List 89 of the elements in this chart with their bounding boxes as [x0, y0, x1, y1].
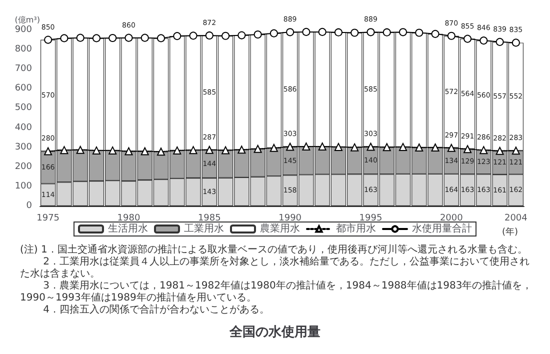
- point: [350, 143, 359, 152]
- point: [157, 34, 165, 42]
- y-tick-label: 400: [14, 122, 32, 133]
- point: [334, 142, 342, 151]
- point: [60, 146, 68, 154]
- point: [270, 29, 278, 38]
- y-tick-label: 300: [14, 142, 32, 152]
- point: [318, 28, 326, 36]
- x-axis-title: (年): [502, 226, 518, 238]
- point: [76, 146, 84, 154]
- point: [431, 144, 440, 152]
- legend-label: 農業用水: [260, 222, 300, 234]
- point: [222, 32, 230, 40]
- x-tick-label: 2004: [504, 214, 528, 224]
- point: [447, 32, 456, 40]
- point: [124, 147, 133, 156]
- y-tick-label: 600: [14, 84, 32, 94]
- text: (注) 1．国土交通省水資源部の推計による取水量ベースの値であり，使用後再び河川等へ還元される水量も含む。: [20, 244, 528, 256]
- y-tick-label: 700: [14, 64, 32, 74]
- y-tick-label: 0: [26, 201, 32, 211]
- point: [76, 34, 84, 42]
- point: [286, 142, 294, 151]
- x-tick-label: 2000: [440, 214, 464, 224]
- y-tick-label: 900: [14, 25, 32, 35]
- point: [189, 32, 198, 40]
- point: [157, 148, 165, 156]
- point: [302, 28, 310, 36]
- point: [480, 146, 488, 154]
- point: [286, 28, 294, 36]
- point: [334, 28, 342, 36]
- text: 4．四捨五入の関係で合計が合わないことがある。: [20, 304, 270, 316]
- point: [44, 147, 52, 156]
- point: [238, 31, 246, 40]
- point: [512, 38, 520, 47]
- point: [140, 147, 149, 156]
- y-tick-label: 800: [14, 44, 32, 55]
- y-tick-label: 500: [14, 103, 32, 114]
- y-tick-label: 200: [14, 162, 32, 172]
- point: [318, 142, 326, 151]
- legend-label: 生活用水: [108, 222, 148, 234]
- point: [366, 142, 375, 151]
- point: [496, 38, 504, 46]
- point: [205, 31, 214, 40]
- text: 2．工業用水は従業員４人以上の事業所を対象とし，淡水補給量である。ただし，公益事業において使用された水は含まない。: [20, 256, 530, 280]
- x-tick-label: 1980: [117, 214, 140, 224]
- point: [124, 34, 133, 42]
- point: [238, 146, 246, 154]
- point: [222, 146, 230, 154]
- point: [496, 146, 504, 155]
- point: [44, 36, 52, 44]
- point: [270, 144, 278, 152]
- y-axis-title: (億m³): [14, 16, 40, 24]
- legend-label: 工業用水: [184, 222, 224, 234]
- point: [140, 34, 149, 42]
- point: [399, 28, 407, 36]
- legend-label: 都市用水: [336, 222, 376, 234]
- point: [108, 146, 117, 154]
- point: [302, 142, 310, 151]
- x-tick-label: 1985: [198, 214, 221, 224]
- point: [447, 144, 456, 152]
- point: [92, 34, 100, 42]
- point: [254, 30, 262, 38]
- point: [415, 28, 424, 37]
- point: [60, 34, 68, 42]
- point: [108, 34, 117, 42]
- x-tick-label: 1995: [359, 214, 382, 224]
- point: [173, 146, 182, 154]
- point: [366, 28, 375, 36]
- point: [399, 142, 407, 151]
- point: [189, 146, 198, 154]
- point: [205, 146, 214, 154]
- y-tick-label: 100: [14, 181, 32, 192]
- point: [464, 34, 472, 43]
- text: 全国の水使用量: [228, 325, 320, 340]
- point: [254, 144, 262, 153]
- point: [480, 36, 488, 45]
- point: [464, 145, 472, 154]
- point: [512, 146, 520, 155]
- legend-label: 水使用量合計: [412, 222, 472, 234]
- x-tick-label: 1975: [36, 214, 60, 224]
- point: [350, 28, 359, 37]
- point: [415, 144, 424, 152]
- text: 3．農業用水については，1981～1982年値は1980年の推計値を，1984～1988年値は1983年の推計値を，1990～1993年値は1989年の推計値を用いている。: [20, 280, 532, 304]
- point: [382, 143, 391, 152]
- point: [382, 28, 391, 36]
- point: [173, 32, 182, 40]
- point: [431, 30, 440, 38]
- x-tick-label: 1990: [278, 214, 302, 224]
- point: [92, 146, 100, 154]
